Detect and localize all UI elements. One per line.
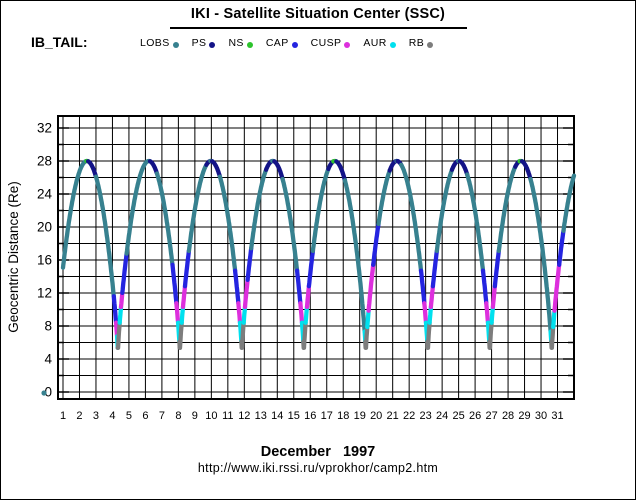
svg-text:28: 28 <box>37 154 52 169</box>
svg-text:30: 30 <box>535 410 547 422</box>
svg-text:13: 13 <box>255 410 267 422</box>
svg-text:1: 1 <box>60 410 66 422</box>
svg-text:10: 10 <box>205 410 217 422</box>
svg-text:20: 20 <box>370 410 382 422</box>
svg-text:3: 3 <box>93 410 99 422</box>
svg-text:26: 26 <box>469 410 481 422</box>
svg-text:21: 21 <box>387 410 399 422</box>
svg-text:6: 6 <box>142 410 148 422</box>
legend-item-aur: AUR <box>363 37 396 49</box>
svg-text:4: 4 <box>109 410 115 422</box>
rb-legend-dot-icon <box>427 41 434 48</box>
legend-label: RB <box>408 37 425 49</box>
legend-label: LOBS <box>140 37 170 49</box>
ps-legend-dot-icon <box>209 41 216 48</box>
svg-text:14: 14 <box>271 410 283 422</box>
axis-box <box>57 115 575 400</box>
svg-text:25: 25 <box>452 410 464 422</box>
title-underline <box>170 27 467 29</box>
svg-text:32: 32 <box>37 121 52 136</box>
svg-text:12: 12 <box>37 286 52 301</box>
svg-text:16: 16 <box>37 253 52 268</box>
legend-item-cusp: CUSP <box>311 37 351 49</box>
x-tick-labels: 1 2 3 4 5 6 7 8 9 10 11 12 13 14 15 16 17 18 19 20 21 22 23 24 2… <box>60 410 564 422</box>
svg-text:24: 24 <box>436 410 448 422</box>
svg-text:9: 9 <box>192 410 198 422</box>
svg-text:20: 20 <box>37 220 52 235</box>
y-axis-label: Geocentric Distance (Re) <box>6 181 21 333</box>
svg-text:19: 19 <box>354 410 366 422</box>
y-tick-labels: 0 4 8 12 16 20 24 28 32 <box>37 121 53 400</box>
svg-text:2: 2 <box>76 410 82 422</box>
legend-label: PS <box>191 37 207 49</box>
orbit-curve <box>60 158 577 350</box>
aur-legend-dot-icon <box>389 41 396 48</box>
svg-text:15: 15 <box>288 410 300 422</box>
svg-text:24: 24 <box>37 187 53 202</box>
ns-legend-dot-icon <box>246 41 253 48</box>
legend-item-rb: RB <box>408 37 434 49</box>
cusp-legend-dot-icon <box>344 41 351 48</box>
svg-text:18: 18 <box>337 410 349 422</box>
page-title: IKI - Satellite Situation Center (SSC) <box>190 6 446 22</box>
svg-text:5: 5 <box>126 410 132 422</box>
legend: LOBS PS NS CAP CUSP AUR RB <box>140 37 434 49</box>
svg-text:31: 31 <box>551 410 563 422</box>
stray-data-dot <box>41 390 47 396</box>
cap-legend-dot-icon <box>291 41 298 48</box>
legend-label: CAP <box>265 37 289 49</box>
svg-text:11: 11 <box>222 410 233 422</box>
svg-text:28: 28 <box>502 410 514 422</box>
legend-label: NS <box>228 37 244 49</box>
svg-text:4: 4 <box>44 352 52 367</box>
svg-text:0: 0 <box>44 385 52 400</box>
region-group-label: IB_TAIL: <box>31 34 88 50</box>
legend-item-ns: NS <box>228 37 253 49</box>
svg-text:27: 27 <box>485 410 497 422</box>
legend-item-ps: PS <box>192 37 216 49</box>
svg-text:23: 23 <box>420 410 432 422</box>
svg-text:22: 22 <box>403 410 415 422</box>
svg-text:8: 8 <box>175 410 181 422</box>
svg-text:8: 8 <box>44 319 52 334</box>
lobs-legend-dot-icon <box>172 41 179 48</box>
svg-text:16: 16 <box>304 410 316 422</box>
svg-text:7: 7 <box>159 410 165 422</box>
legend-item-cap: CAP <box>266 37 298 49</box>
source-url: http://www.iki.rssi.ru/vprokhor/camp2.ht… <box>197 461 439 475</box>
legend-label: AUR <box>363 37 387 49</box>
svg-text:12: 12 <box>238 410 250 422</box>
legend-label: CUSP <box>310 37 342 49</box>
legend-item-lobs: LOBS <box>140 37 179 49</box>
month-caption: December 1997 <box>260 444 376 460</box>
svg-text:17: 17 <box>321 410 333 422</box>
svg-text:29: 29 <box>518 410 530 422</box>
